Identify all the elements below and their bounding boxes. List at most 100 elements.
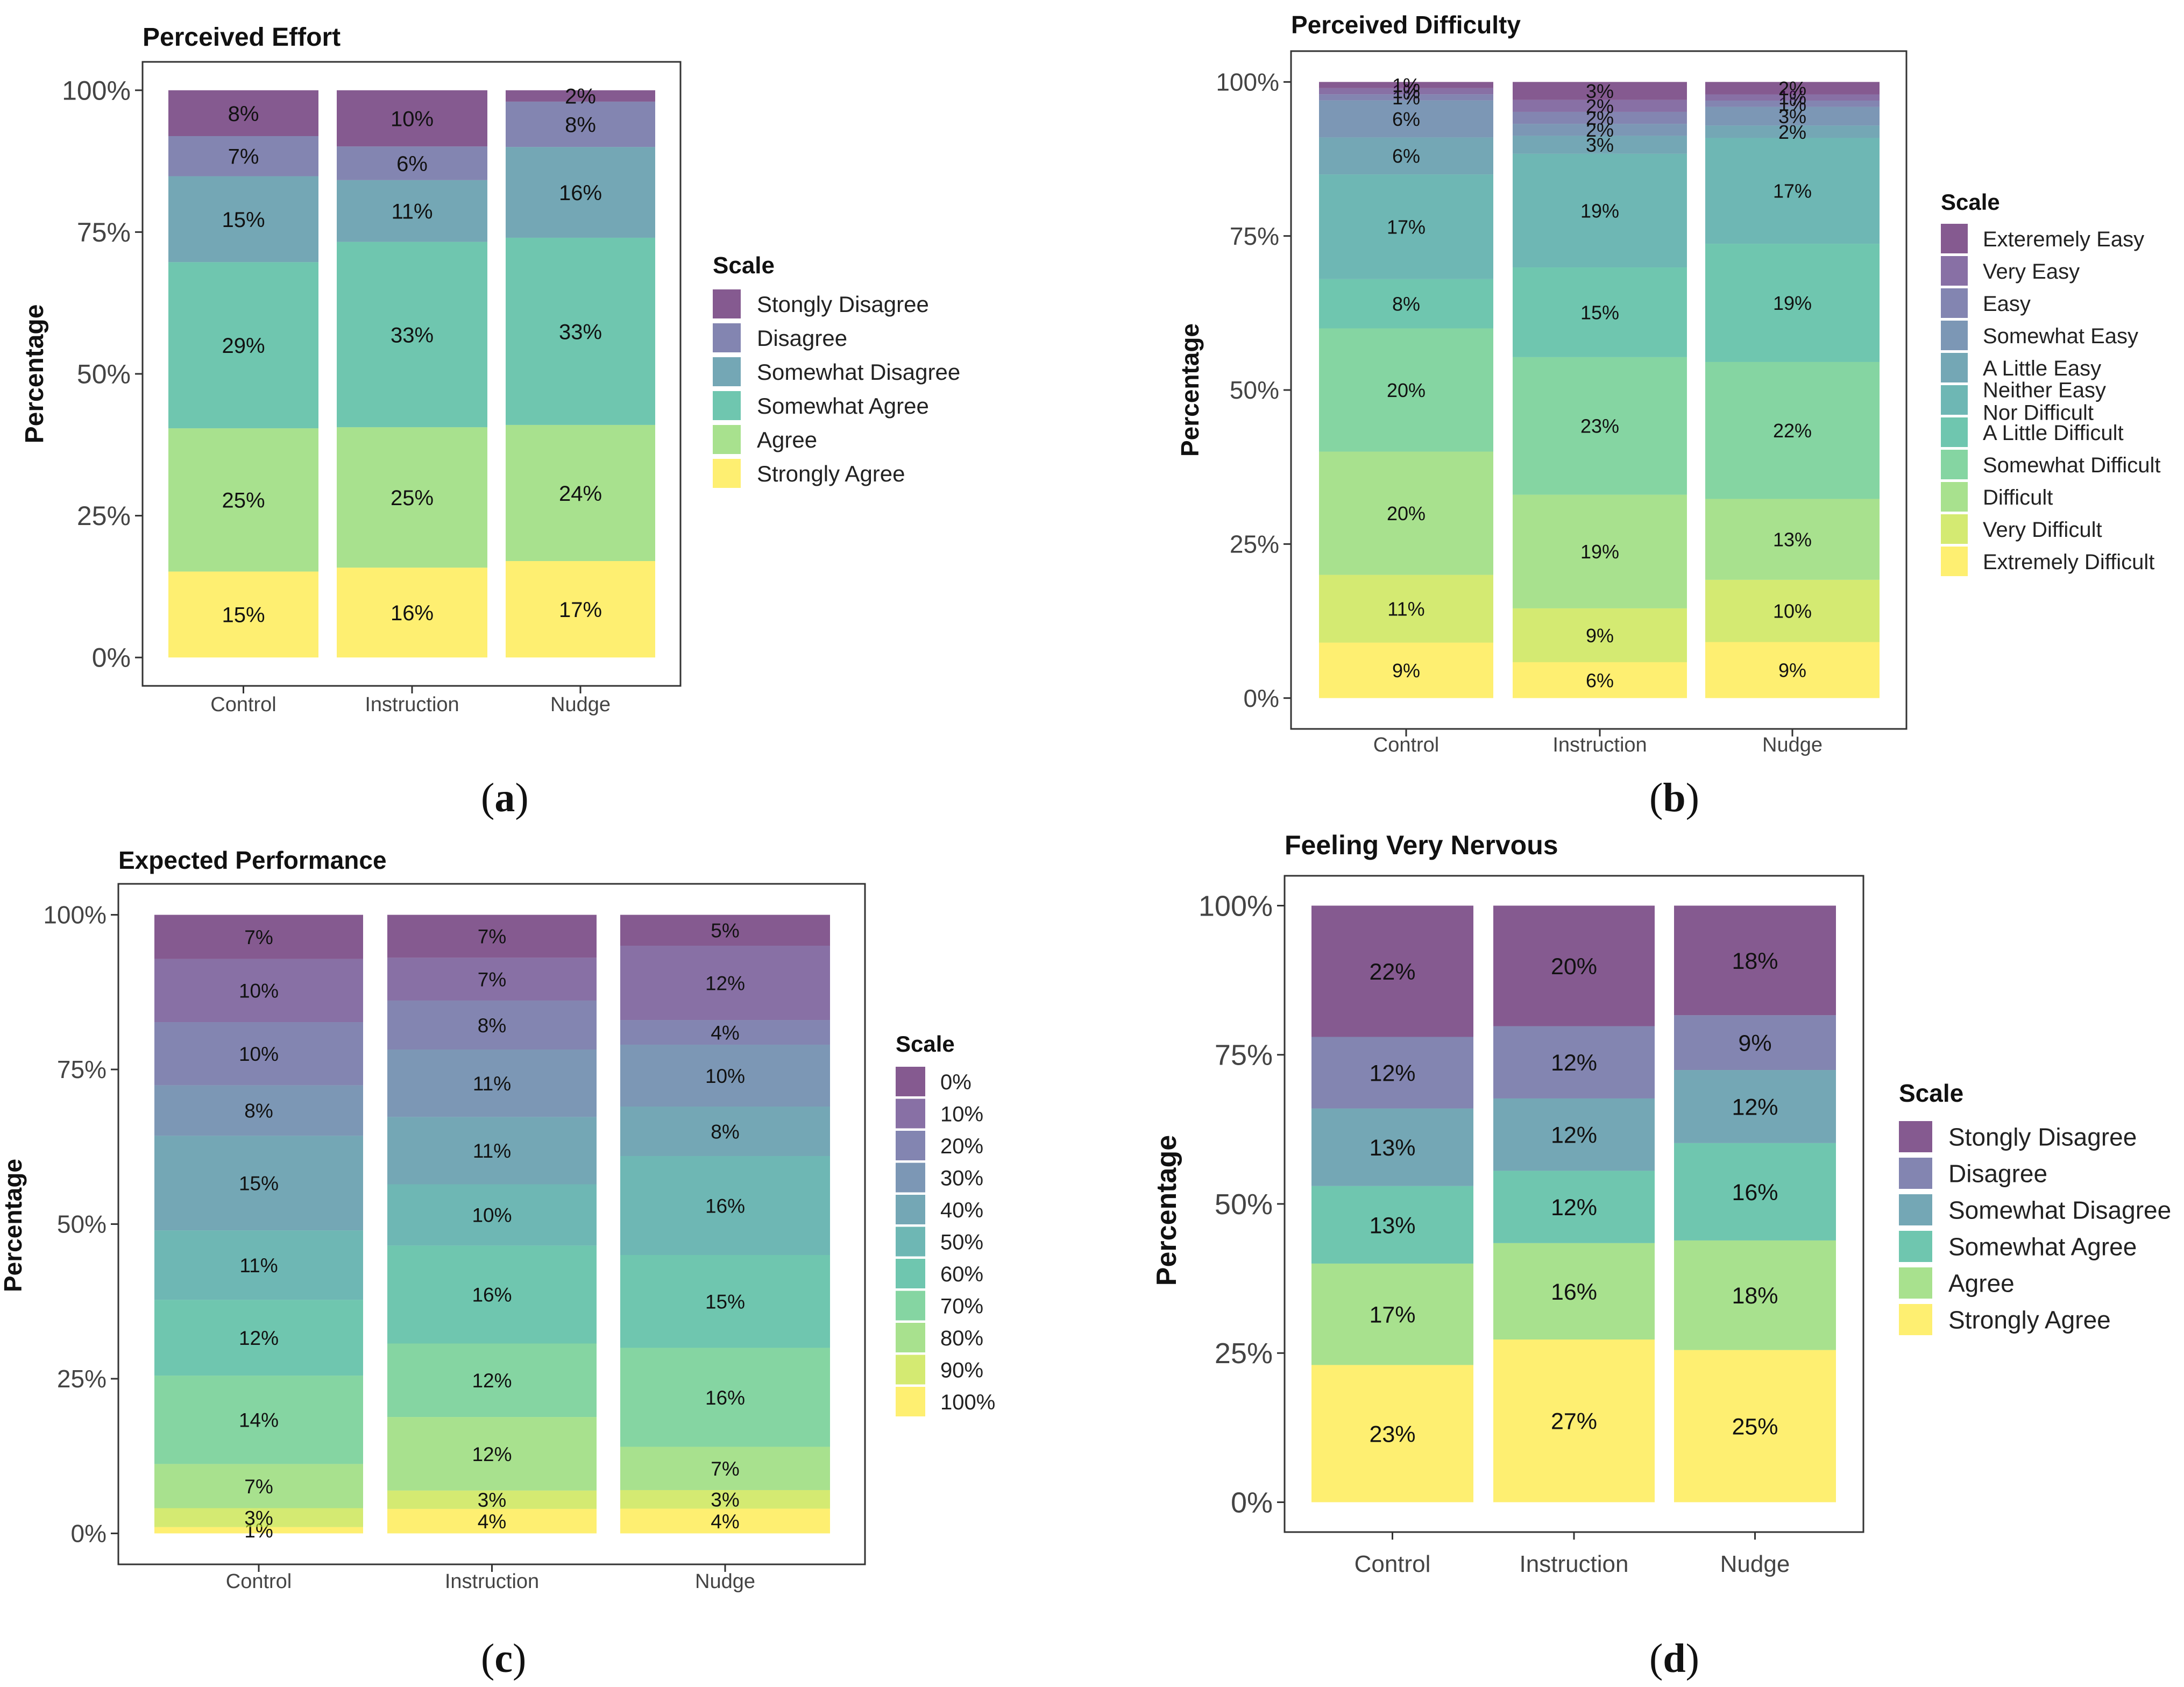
bar-segment-instruction-30pct xyxy=(387,1050,597,1117)
legend-label-strongly-agree: Strongly Agree xyxy=(757,461,905,486)
y-tick-label: 100% xyxy=(1216,68,1279,96)
data-label-nudge-disagree: 9% xyxy=(1738,1031,1771,1057)
bar-segment-nudge-easy xyxy=(1705,101,1880,107)
legend-label-easy: Easy xyxy=(1983,292,2031,316)
data-label-instruction-neither-easy-nor-difficult: 19% xyxy=(1580,200,1619,222)
legend-swatch-20pct xyxy=(896,1131,925,1160)
y-tick-label: 25% xyxy=(1215,1337,1273,1370)
data-label-control-disagree: 12% xyxy=(1369,1061,1415,1087)
x-tick-label-nudge: Nudge xyxy=(695,1570,755,1593)
data-label-control-disagree: 7% xyxy=(228,145,259,169)
bar-segment-nudge-extremely-difficult xyxy=(1705,642,1880,698)
data-label-control-extremely-difficult: 9% xyxy=(1392,660,1420,682)
legend-label-70pct: 70% xyxy=(940,1294,983,1318)
legend-label-a-little-easy: A Little Easy xyxy=(1983,357,2101,380)
chart-feeling-very-nervous: Feeling Very Nervous Percentage 0% 25% 50% 75… xyxy=(1151,830,2171,1577)
y-tick-label: 0% xyxy=(71,1520,107,1548)
bar-segment-nudge-exteremely-easy xyxy=(1705,82,1880,95)
bar-segment-control-somewhat-disagree xyxy=(168,176,318,263)
data-label-instruction-somewhat-disagree: 11% xyxy=(391,200,432,224)
data-label-instruction-difficult: 19% xyxy=(1580,541,1619,563)
bar-segment-control-disagree xyxy=(1311,1037,1473,1109)
legend-label-60pct: 60% xyxy=(940,1263,983,1286)
bar-segment-control-difficult xyxy=(1319,451,1493,575)
data-label-instruction-very-difficult: 9% xyxy=(1586,625,1614,647)
data-label-nudge-agree: 24% xyxy=(559,482,602,506)
bar-segment-nudge-100pct xyxy=(620,1508,830,1534)
y-tick-label: 0% xyxy=(1244,684,1279,712)
bar-segment-nudge-very-easy xyxy=(1705,94,1880,101)
bar-segment-nudge-10pct xyxy=(620,946,830,1020)
legend-label-line: Nor Difficult xyxy=(1983,401,2094,425)
bar-segment-nudge-40pct xyxy=(620,1107,830,1157)
bar-segment-nudge-60pct xyxy=(620,1254,830,1348)
data-label-nudge-exteremely-easy: 2% xyxy=(1778,77,1806,100)
bar-segment-instruction-somewhat-disagree xyxy=(337,180,487,242)
data-label-control-90pct: 3% xyxy=(244,1507,273,1529)
data-label-instruction-strongly-agree: 16% xyxy=(391,601,434,625)
legend-swatch-60pct xyxy=(896,1259,925,1288)
bar-segment-nudge-agree xyxy=(506,424,655,561)
legend-swatch-easy xyxy=(1941,288,1968,318)
bar-segment-control-70pct xyxy=(154,1376,363,1464)
data-label-instruction-20pct: 8% xyxy=(478,1015,506,1037)
bar-segment-instruction-agree xyxy=(1493,1243,1655,1340)
data-label-nudge-40pct: 8% xyxy=(711,1121,739,1143)
legend-label-80pct: 80% xyxy=(940,1327,983,1350)
bar-segment-instruction-a-little-easy xyxy=(1513,136,1687,154)
bar-segment-nudge-a-little-difficult xyxy=(1705,244,1880,362)
data-label-nudge-difficult: 13% xyxy=(1773,529,1812,551)
legend-label-a-little-difficult: A Little Difficult xyxy=(1983,421,2124,445)
y-tick-label: 50% xyxy=(1215,1188,1273,1221)
data-label-control-exteremely-easy: 1% xyxy=(1392,74,1420,96)
x-tick-label-instruction: Instruction xyxy=(1520,1551,1629,1577)
chart-expected-performance: Expected Performance Percentage 0% 25% 50% 75… xyxy=(0,846,995,1593)
bar-segment-instruction-neither-easy-nor-difficult xyxy=(1513,153,1687,268)
legend-label-line: Neither Easy xyxy=(1983,379,2106,402)
y-tick-label: 75% xyxy=(77,217,131,247)
bar-segment-instruction-60pct xyxy=(387,1245,597,1344)
bar-segment-nudge-disagree xyxy=(1674,1015,1836,1071)
y-tick-label: 50% xyxy=(77,359,131,389)
data-label-instruction-10pct: 7% xyxy=(478,968,506,990)
data-label-control-somewhat-disagree: 13% xyxy=(1369,1135,1415,1161)
data-label-nudge-extremely-difficult: 9% xyxy=(1778,660,1806,682)
data-label-control-somewhat-difficult: 20% xyxy=(1387,379,1426,401)
y-tick-label: 75% xyxy=(1230,222,1279,250)
y-tick-label: 25% xyxy=(77,501,131,531)
y-tick-label: 100% xyxy=(43,901,107,929)
bar-segment-instruction-90pct xyxy=(387,1490,597,1509)
legend-swatch-agree xyxy=(713,425,741,454)
y-tick-label: 100% xyxy=(1199,890,1273,922)
bar-segment-nudge-somewhat-agree xyxy=(1674,1143,1836,1241)
legend-title: Scale xyxy=(896,1031,955,1057)
data-label-instruction-60pct: 16% xyxy=(472,1284,512,1306)
bar-segment-control-80pct xyxy=(154,1464,363,1508)
x-tick-label-nudge: Nudge xyxy=(550,693,611,716)
data-label-control-stongly-disagree: 8% xyxy=(228,102,259,126)
legend-swatch-difficult xyxy=(1941,482,1968,512)
legend-swatch-90pct xyxy=(896,1355,925,1385)
panel-label-c: (c) xyxy=(481,1636,527,1681)
y-tick-label: 50% xyxy=(1230,376,1279,404)
bar-segment-instruction-0pct xyxy=(387,915,597,958)
legend-swatch-somewhat-agree xyxy=(713,391,741,420)
y-tick-label: 25% xyxy=(57,1365,107,1393)
data-label-nudge-0pct: 5% xyxy=(711,920,739,942)
bar-segment-instruction-somewhat-agree xyxy=(1493,1171,1655,1243)
legend-label-stongly-disagree: Stongly Disagree xyxy=(1948,1123,2137,1151)
data-label-control-a-little-difficult: 8% xyxy=(1392,293,1420,315)
legend-label-stongly-disagree: Stongly Disagree xyxy=(757,292,929,317)
bar-segment-nudge-somewhat-agree xyxy=(506,237,655,425)
chart-perceived-effort: Perceived Effort Percentage 0% 25% 50% 75% 100… xyxy=(20,23,960,716)
legend-swatch-somewhat-disagree xyxy=(1899,1194,1932,1225)
panel-label-a: (a) xyxy=(481,775,529,820)
bar-segment-nudge-20pct xyxy=(620,1020,830,1045)
data-label-nudge-somewhat-agree: 16% xyxy=(1732,1180,1778,1206)
data-label-nudge-50pct: 16% xyxy=(705,1195,745,1217)
data-label-instruction-a-little-difficult: 15% xyxy=(1580,301,1619,323)
bar-segment-instruction-very-easy xyxy=(1513,100,1687,112)
data-label-control-40pct: 15% xyxy=(239,1173,279,1195)
legend-swatch-disagree xyxy=(1899,1158,1932,1189)
data-label-control-somewhat-easy: 6% xyxy=(1392,108,1420,130)
